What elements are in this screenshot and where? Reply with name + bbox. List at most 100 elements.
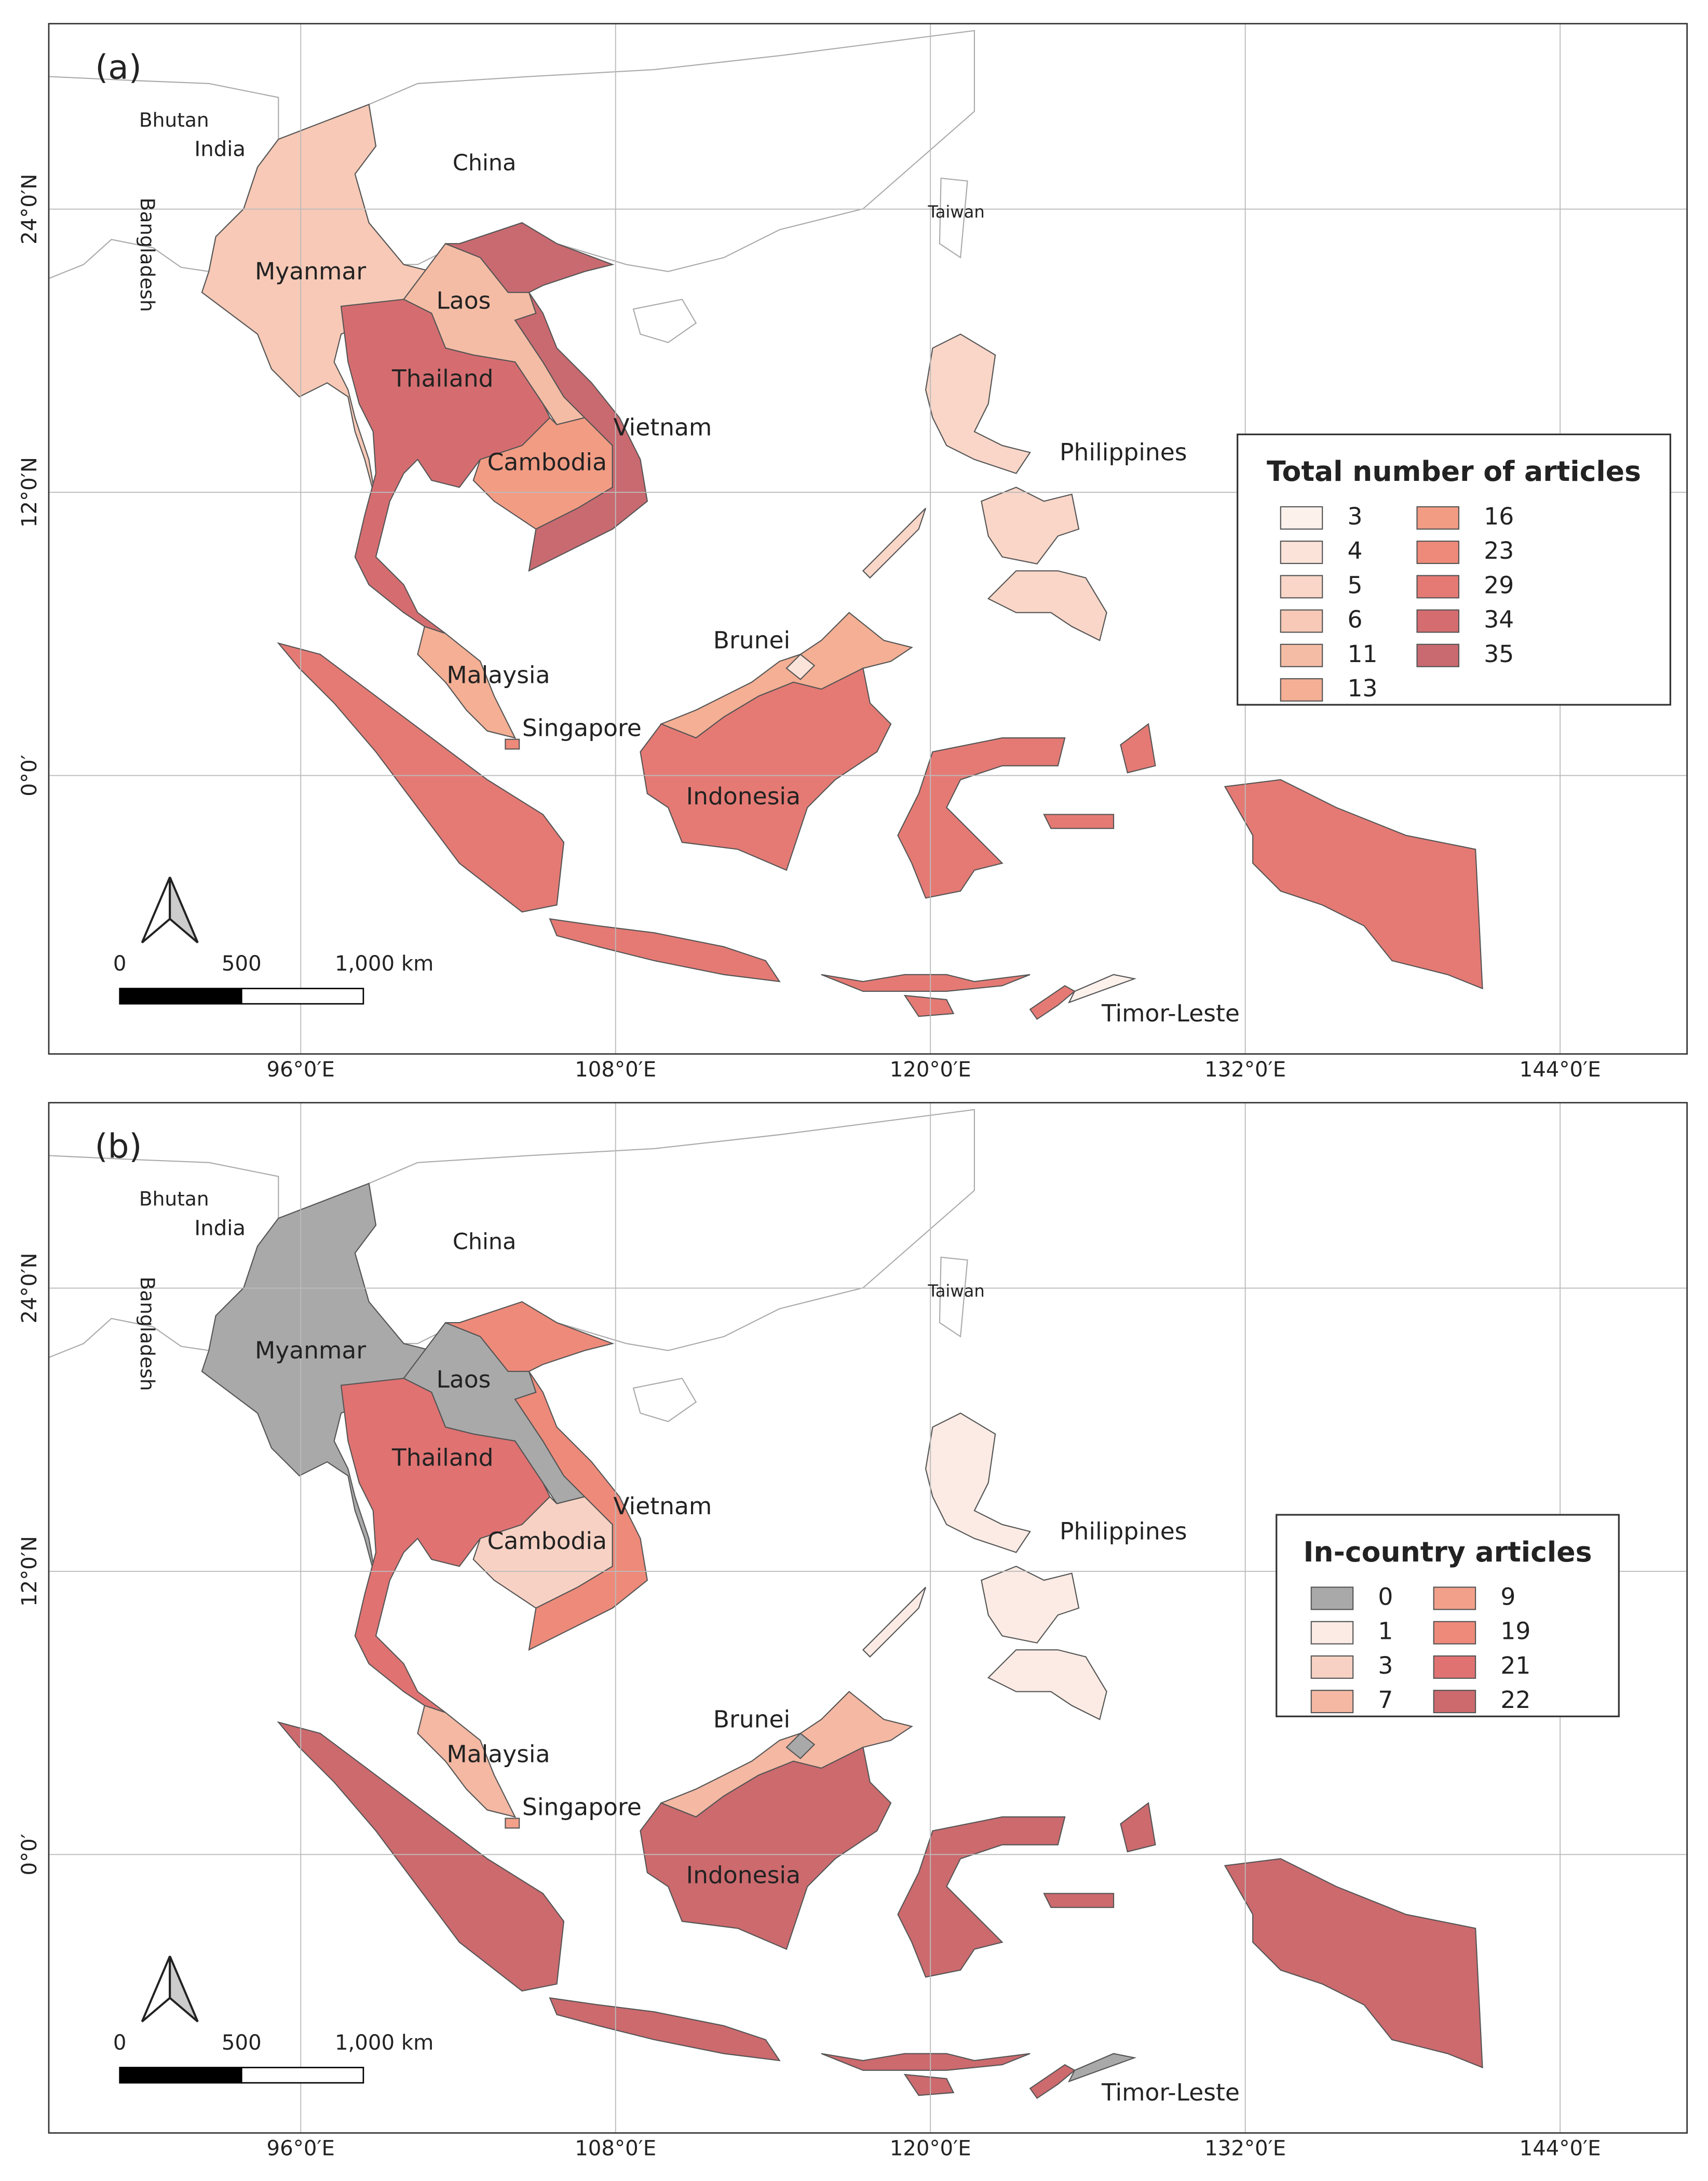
legend-label: 22 (1500, 1686, 1530, 1714)
country-shape (862, 1586, 927, 1658)
country-label: Vietnam (613, 413, 712, 441)
country-shape (417, 1705, 517, 1818)
country-shape (903, 994, 955, 1017)
country-shape (549, 1997, 781, 2062)
country-shape (1224, 779, 1483, 990)
legend-label: 21 (1500, 1652, 1530, 1679)
map-frame (48, 1102, 1688, 2134)
legend-swatch (1416, 506, 1460, 530)
country-shape (925, 333, 1031, 474)
lon-label: 96°0′E (267, 1058, 335, 1082)
lat-label: 24°0′N (18, 174, 42, 245)
country-label: Malaysia (446, 662, 550, 689)
country-shape (277, 642, 565, 913)
country-label: Cambodia (487, 448, 607, 476)
scale-bar-label: 500 (222, 952, 262, 976)
lat-label: 24°0′N (18, 1253, 42, 1324)
country-shape (1068, 2053, 1137, 2083)
neighbour-land (632, 1378, 697, 1422)
country-shape (1120, 723, 1156, 774)
scale-bar-segment (240, 988, 364, 1005)
legend-label: 11 (1347, 640, 1377, 668)
country-label: Laos (436, 1366, 491, 1393)
country-label: Myanmar (255, 258, 366, 285)
legend-label: 35 (1484, 640, 1514, 668)
country-shape (514, 1371, 648, 1651)
place-label: India (194, 1216, 246, 1240)
country-shape (505, 1817, 520, 1829)
lon-label: 96°0′E (267, 2137, 335, 2161)
country-shape (340, 1378, 551, 1713)
legend-swatch (1280, 575, 1323, 599)
country-shape (903, 2074, 955, 2096)
legend-box (1276, 1514, 1620, 1717)
legend-swatch (1310, 1586, 1354, 1610)
legend-swatch (1280, 506, 1323, 530)
legend-swatch (1433, 1655, 1476, 1679)
country-label: Myanmar (255, 1337, 366, 1364)
country-shape (897, 737, 1066, 899)
country-label: Singapore (522, 714, 642, 742)
country-shape (1029, 2064, 1076, 2099)
legend-swatch (1280, 609, 1323, 633)
legend-label: 13 (1347, 675, 1377, 702)
legend-label: 6 (1347, 606, 1362, 634)
place-label: Taiwan (927, 202, 984, 222)
legend-swatch (1416, 609, 1460, 633)
lat-label: 0°0′ (18, 1834, 42, 1875)
legend-label: 23 (1484, 537, 1514, 564)
legend-swatch (1433, 1621, 1476, 1645)
country-label: Indonesia (686, 783, 801, 810)
map-panel: 96°0′E 108°0′E 120°0′E 132°0′E 144°0′E 24°0′N… (18, 1102, 1688, 2161)
scale-bar-segment (119, 988, 242, 1005)
country-shape (987, 1649, 1107, 1720)
country-shape (640, 667, 892, 871)
lon-label: 120°0′E (890, 1058, 971, 1082)
country-label: Philippines (1060, 1517, 1187, 1545)
legend-swatch (1280, 541, 1323, 564)
country-label: Brunei (713, 1705, 790, 1733)
panel-label: (b) (95, 1127, 142, 1166)
place-label: China (453, 1229, 516, 1255)
place-label: Bhutan (139, 1188, 209, 1210)
legend-label: 7 (1378, 1686, 1393, 1714)
country-shape (925, 1412, 1031, 1553)
country-shape (505, 738, 520, 750)
country-shape (1068, 974, 1137, 1004)
country-shape (1029, 985, 1076, 1020)
legend-swatch (1310, 1621, 1354, 1645)
country-label: Vietnam (613, 1492, 712, 1520)
country-shape (981, 487, 1080, 565)
lon-label: 108°0′E (575, 1058, 656, 1082)
legend-swatch (1280, 643, 1323, 667)
lat-label: 0°0′ (18, 755, 42, 796)
legend-label: 19 (1500, 1618, 1530, 1645)
lon-label: 144°0′E (1520, 1058, 1601, 1082)
country-label: Malaysia (446, 1740, 550, 1768)
north-arrow (169, 1956, 199, 2023)
neighbour-land (939, 177, 968, 259)
legend-label: 9 (1500, 1583, 1515, 1610)
country-shape (862, 507, 927, 579)
country-label: Singapore (522, 1793, 642, 1821)
legend-swatch (1433, 1690, 1476, 1714)
legend-label: 16 (1484, 503, 1514, 530)
place-label: Taiwan (927, 1281, 984, 1301)
country-shape (340, 299, 551, 634)
country-shape (1224, 1858, 1483, 2069)
legend-swatch (1416, 643, 1460, 667)
legend-title: Total number of articles (1267, 455, 1641, 488)
legend-label: 29 (1484, 571, 1514, 599)
country-label: Laos (436, 287, 491, 314)
lat-label: 12°0′N (18, 457, 42, 528)
country-shape (821, 974, 1031, 992)
place-label: Bangladesh (136, 198, 159, 312)
panel-label: (a) (95, 48, 142, 87)
lon-label: 108°0′E (575, 2137, 656, 2161)
country-shape (549, 918, 781, 982)
country-shape (640, 1746, 892, 1950)
scale-bar-label: 1,000 km (335, 2031, 433, 2055)
legend-label: 5 (1347, 571, 1362, 599)
